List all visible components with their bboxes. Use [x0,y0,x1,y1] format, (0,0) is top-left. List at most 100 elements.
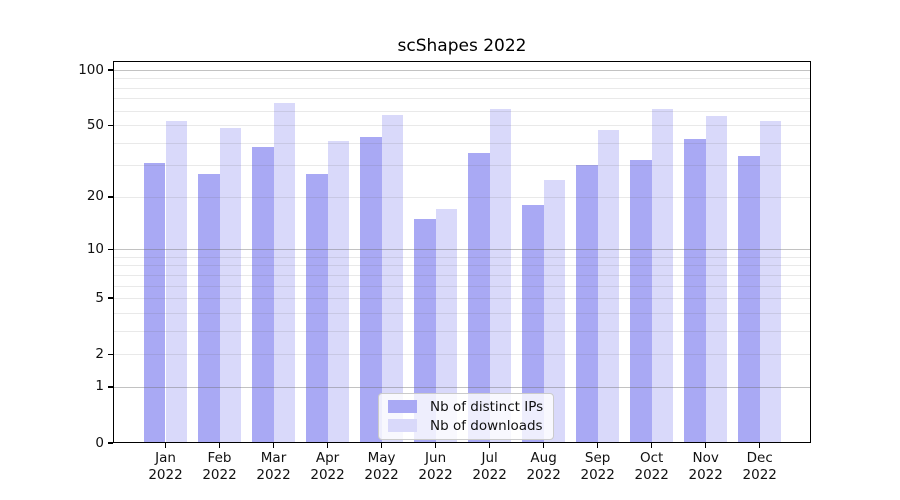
gridline-6 [113,285,811,287]
x-tick-month: Feb [207,450,232,466]
x-tick-dec [759,443,761,448]
x-tick-label-feb: Feb 2022 [202,450,236,483]
x-tick-month: Jun [425,450,447,466]
x-tick-may [380,443,383,448]
x-tick-month: Jan [155,450,176,466]
x-tick-month: Dec [746,450,773,466]
x-tick-year: 2022 [634,466,669,483]
gridline-8 [113,265,811,267]
x-tick-label-oct: Oct 2022 [634,450,668,483]
legend-label-downloads: Nb of downloads [430,417,543,434]
gridline-70 [113,98,811,100]
x-tick-feb [218,443,221,448]
bar-distinct_ips-jun [414,218,436,443]
x-tick-label-may: May 2022 [364,450,398,483]
x-tick-month: Apr [315,450,340,466]
x-tick-label-jul: Jul 2022 [472,450,506,483]
gridline-90 [113,78,811,80]
bar-distinct_ips-aug [522,205,544,443]
gridline-40 [113,142,811,144]
x-tick-year: 2022 [256,466,291,483]
y-tick-10 [108,248,113,250]
x-tick-label-nov: Nov 2022 [689,450,723,483]
x-tick-year: 2022 [310,466,345,483]
x-tick-year: 2022 [742,466,777,483]
bar-downloads-jul [489,109,512,443]
legend-item-distinct-ips: Nb of distinct IPs [388,398,544,415]
gridline-4 [113,312,811,314]
y-tick-0 [108,442,113,444]
gridline-30 [113,165,811,167]
y-tick-label-1: 1 [95,378,104,395]
bar-downloads-sep [597,130,620,443]
x-tick-label-aug: Aug 2022 [526,450,560,483]
gridline-7 [113,274,811,276]
legend-swatch-downloads [388,419,417,432]
x-tick-label-apr: Apr 2022 [310,450,344,483]
bar-distinct_ips-feb [197,173,220,443]
y-tick-50 [108,124,113,126]
gridline-3 [113,330,811,332]
bar-distinct_ips-dec [738,155,760,443]
y-tick-label-5: 5 [95,289,104,306]
x-tick-mar [272,443,275,448]
x-tick-apr [326,443,329,448]
bar-distinct_ips-apr [305,173,328,443]
legend: Nb of distinct IPs Nb of downloads [378,393,555,440]
bar-downloads-aug [543,179,566,443]
bar-downloads-nov [705,116,728,443]
x-tick-month: May [367,450,396,466]
x-tick-year: 2022 [364,466,399,483]
bar-downloads-may [381,114,404,443]
bar-downloads-jan [165,120,188,443]
legend-label-distinct-ips: Nb of distinct IPs [430,398,544,415]
y-tick-label-100: 100 [78,61,104,78]
x-tick-year: 2022 [688,466,723,483]
gridline-50 [113,125,811,127]
x-tick-oct [650,443,653,448]
y-tick-label-50: 50 [86,116,104,133]
y-tick-label-2: 2 [95,345,104,362]
gridline-60 [113,110,811,112]
x-tick-label-jan: Jan 2022 [148,450,182,483]
bar-distinct_ips-jul [468,153,490,443]
chart-title: scShapes 2022 [397,36,527,56]
x-tick-year: 2022 [472,466,507,483]
legend-swatch-distinct-ips [388,400,417,413]
x-tick-month: Mar [260,450,287,466]
y-tick-5 [108,297,113,299]
y-tick-100 [108,69,113,71]
x-tick-year: 2022 [202,466,237,483]
x-tick-nov [705,443,707,448]
y-tick-label-10: 10 [86,240,104,257]
x-tick-jun [434,443,437,448]
x-tick-month: Jul [481,450,498,466]
y-tick-20 [108,196,113,198]
gridline-5 [113,298,811,300]
bar-distinct_ips-sep [576,165,598,443]
x-tick-label-sep: Sep 2022 [580,450,614,483]
x-tick-jul [488,443,491,448]
x-tick-year: 2022 [526,466,561,483]
bar-downloads-feb [219,128,242,443]
bar-downloads-apr [327,140,350,443]
gridline-10 [113,249,811,251]
bar-downloads-jun [435,209,458,443]
y-tick-2 [108,353,113,355]
y-tick-label-0: 0 [95,434,104,451]
bar-distinct_ips-oct [630,160,652,443]
gridline-100 [113,70,811,71]
gridline-2 [113,354,811,356]
x-tick-label-dec: Dec 2022 [743,450,777,483]
gridline-20 [113,196,811,198]
legend-item-downloads: Nb of downloads [388,417,543,434]
bar-distinct_ips-jan [143,162,166,443]
bar-distinct_ips-nov [684,139,706,443]
x-tick-month: Oct [639,450,664,466]
y-tick-label-20: 20 [86,188,104,205]
plot-area [113,61,811,443]
x-tick-month: Nov [692,450,719,466]
x-tick-year: 2022 [580,466,615,483]
bar-downloads-oct [651,109,674,443]
